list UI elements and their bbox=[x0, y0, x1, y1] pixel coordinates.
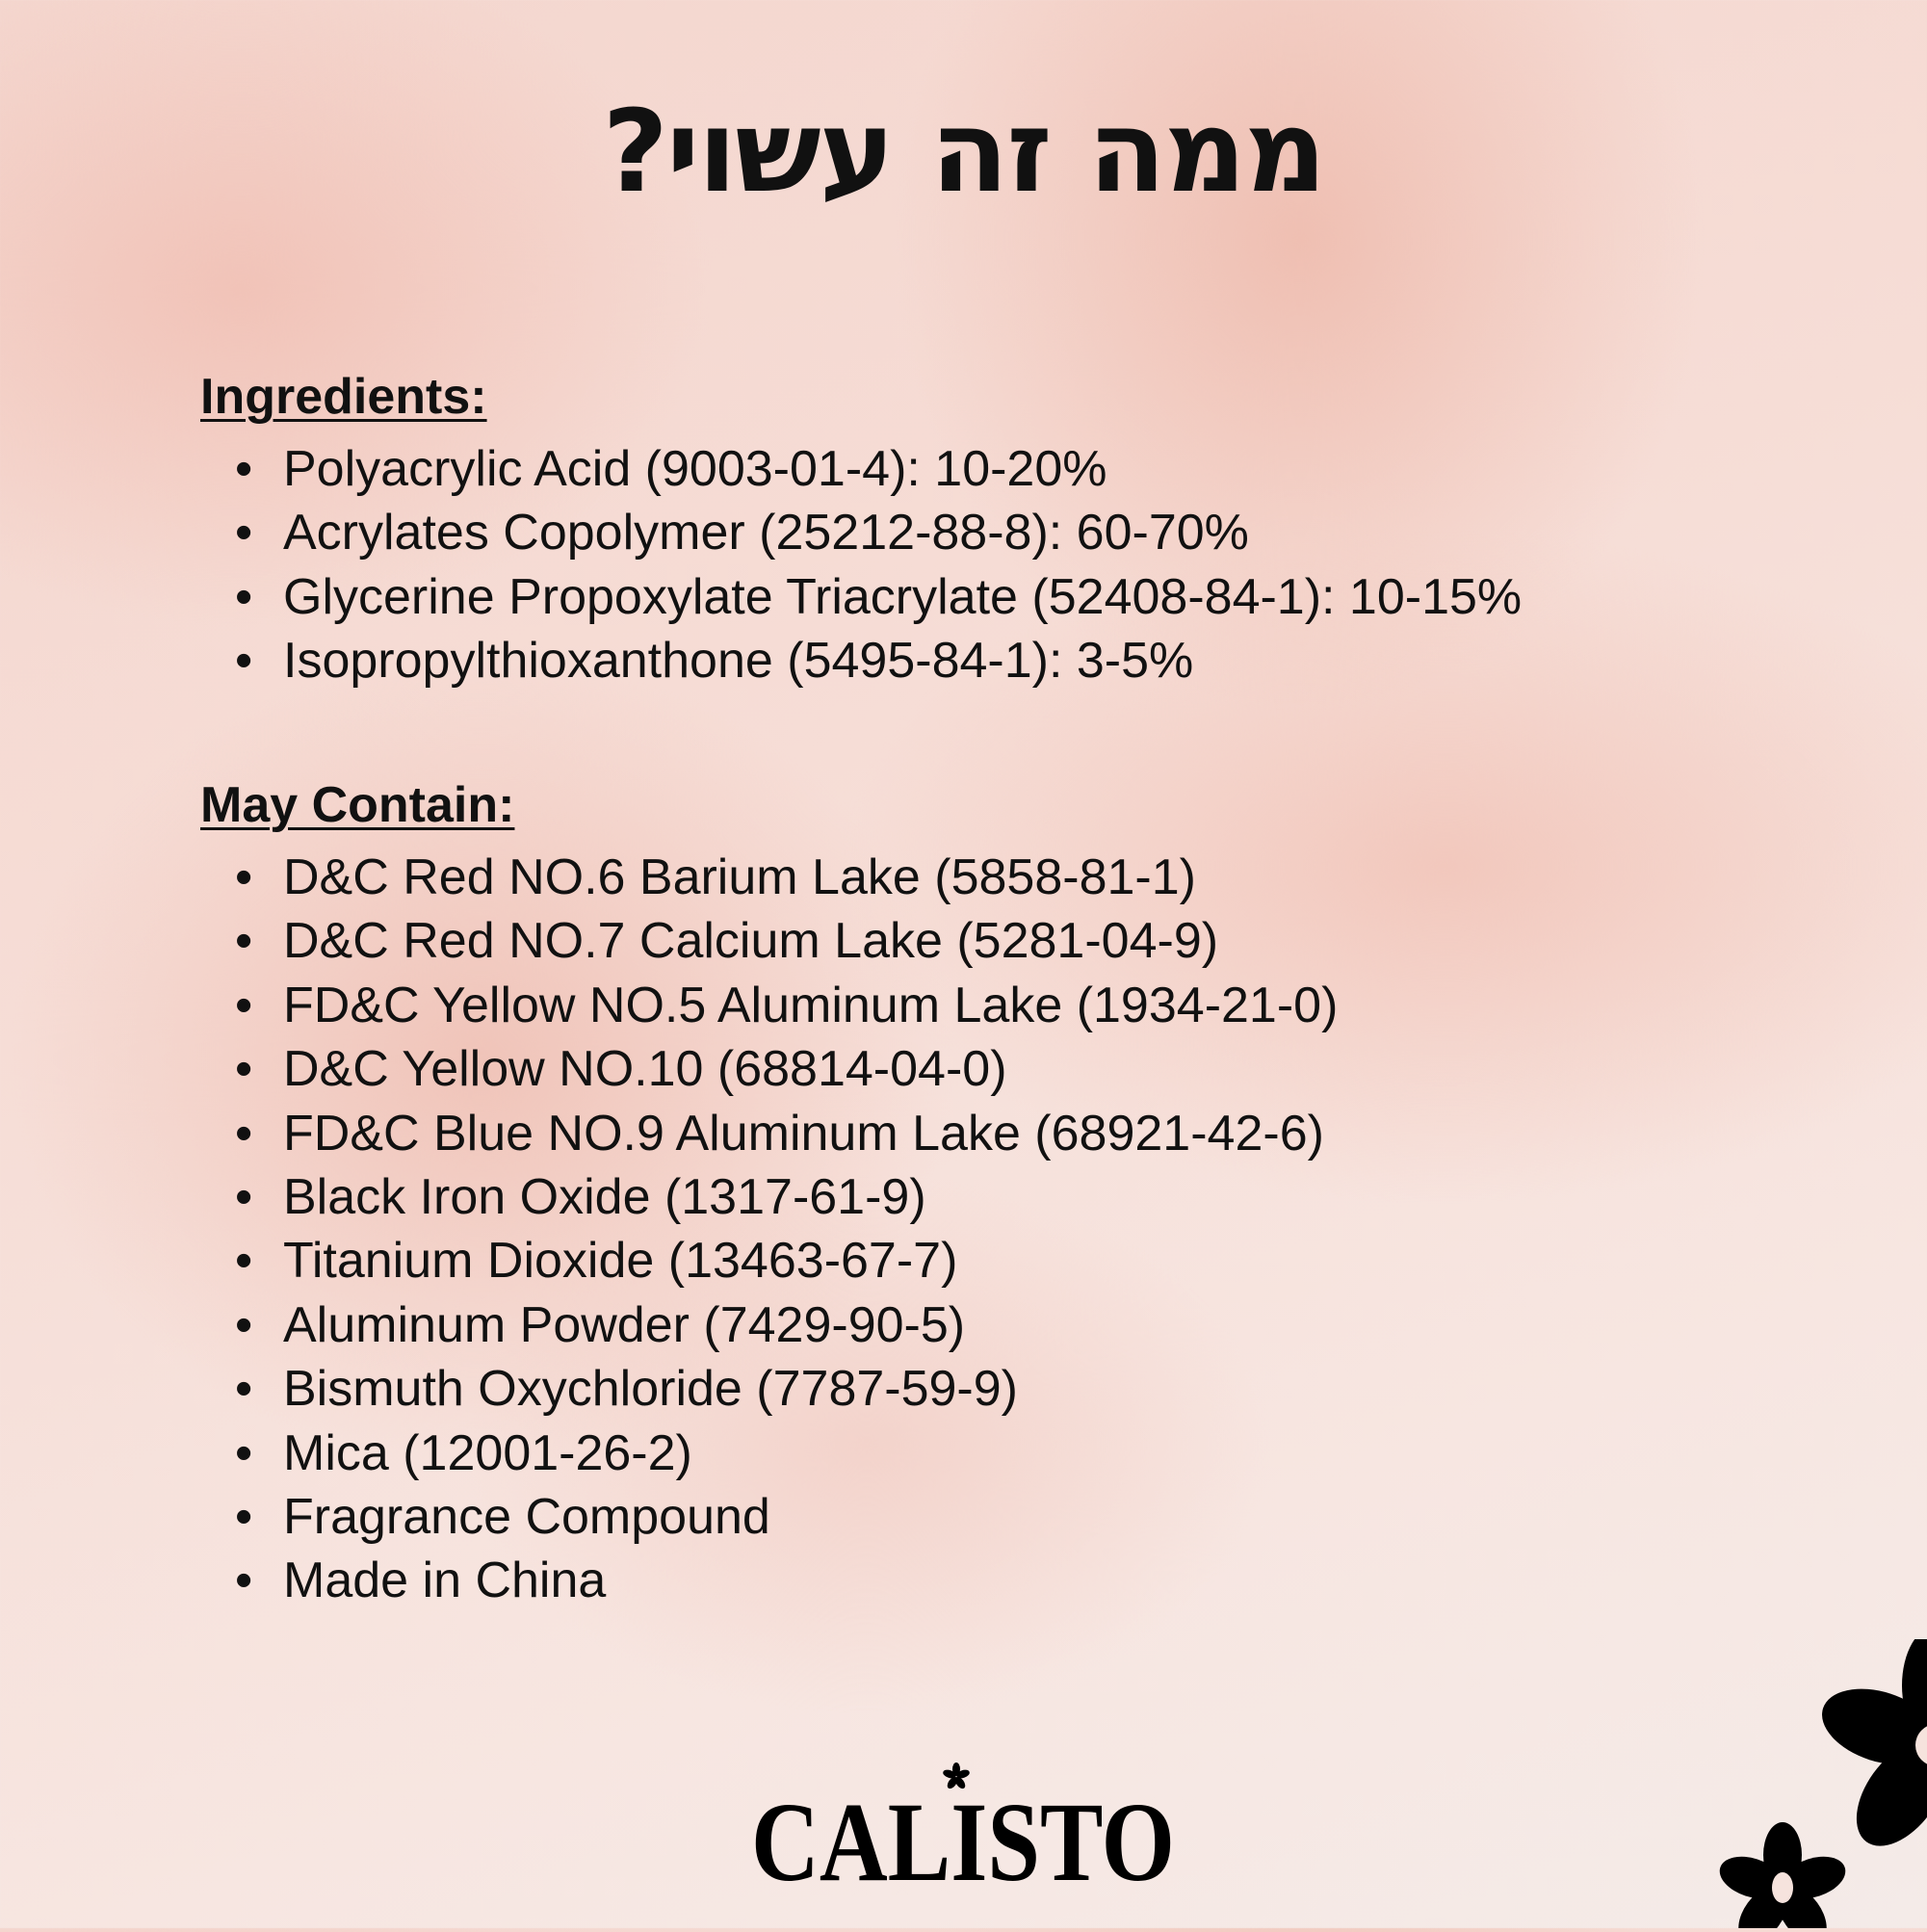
item-text: Glycerine Propoxylate Triacrylate (52408… bbox=[283, 568, 1523, 625]
list-item: • D&C Red NO.7 Calcium Lake (5281-04-9) bbox=[200, 909, 1338, 973]
item-text: FD&C Yellow NO.5 Aluminum Lake (1934-21-… bbox=[283, 977, 1339, 1033]
item-text: Made in China bbox=[283, 1553, 607, 1609]
list-item: • D&C Red NO.6 Barium Lake (5858-81-1) bbox=[200, 846, 1338, 909]
item-text: Aluminum Powder (7429-90-5) bbox=[283, 1296, 966, 1353]
list-item: • Polyacrylic Acid (9003-01-4): 10-20% bbox=[200, 437, 1522, 501]
bullet-icon: • bbox=[235, 1424, 253, 1481]
list-item: • Isopropylthioxanthone (5495-84-1): 3-5% bbox=[200, 629, 1522, 692]
list-item: • Fragrance Compound bbox=[200, 1485, 1338, 1549]
flower-icon bbox=[1822, 1628, 1927, 1846]
ingredients-heading: Ingredients: bbox=[200, 369, 487, 425]
list-item: • Aluminum Powder (7429-90-5) bbox=[200, 1293, 1338, 1357]
bullet-icon: • bbox=[235, 849, 253, 905]
list-item: • Glycerine Propoxylate Triacrylate (5240… bbox=[200, 565, 1522, 629]
calisto-logo: CALISTO bbox=[746, 1762, 1180, 1905]
list-item: • Made in China bbox=[200, 1549, 1338, 1612]
bullet-icon: • bbox=[235, 505, 253, 561]
list-item: • Titanium Dioxide (13463-67-7) bbox=[200, 1229, 1338, 1292]
item-text: Polyacrylic Acid (9003-01-4): 10-20% bbox=[283, 441, 1107, 497]
list-item: • Black Iron Oxide (1317-61-9) bbox=[200, 1165, 1338, 1229]
page-title: ממה זה עשוי? bbox=[602, 85, 1326, 218]
item-text: D&C Yellow NO.10 (68814-04-0) bbox=[283, 1041, 1007, 1098]
bullet-icon: • bbox=[235, 977, 253, 1033]
bullet-icon: • bbox=[235, 1489, 253, 1546]
list-item: • Acrylates Copolymer (25212-88-8): 60-70… bbox=[200, 501, 1522, 564]
may-contain-heading: May Contain: bbox=[200, 777, 515, 833]
item-text: Black Iron Oxide (1317-61-9) bbox=[283, 1169, 926, 1226]
bullet-icon: • bbox=[235, 1169, 253, 1226]
bullet-icon: • bbox=[235, 1296, 253, 1353]
bullet-icon: • bbox=[235, 913, 253, 970]
bullet-icon: • bbox=[235, 1553, 253, 1609]
list-item: • FD&C Blue NO.9 Aluminum Lake (68921-42-… bbox=[200, 1102, 1338, 1165]
item-text: Isopropylthioxanthone (5495-84-1): 3-5% bbox=[283, 633, 1194, 690]
bullet-icon: • bbox=[235, 1041, 253, 1098]
bullet-icon: • bbox=[235, 441, 253, 497]
bullet-icon: • bbox=[235, 568, 253, 625]
item-text: Titanium Dioxide (13463-67-7) bbox=[283, 1233, 958, 1290]
may-contain-section: May Contain: • D&C Red NO.6 Barium Lake (… bbox=[200, 776, 1338, 1613]
list-item: • D&C Yellow NO.10 (68814-04-0) bbox=[200, 1037, 1338, 1101]
decorative-flowers bbox=[1715, 1628, 1927, 1932]
may-contain-list: • D&C Red NO.6 Barium Lake (5858-81-1) • D&… bbox=[200, 846, 1338, 1613]
item-text: D&C Red NO.7 Calcium Lake (5281-04-9) bbox=[283, 913, 1219, 970]
bullet-icon: • bbox=[235, 1233, 253, 1290]
flower-icon bbox=[943, 1762, 970, 1789]
item-text: D&C Red NO.6 Barium Lake (5858-81-1) bbox=[283, 849, 1196, 905]
list-item: • FD&C Yellow NO.5 Aluminum Lake (1934-21… bbox=[200, 974, 1338, 1037]
bullet-icon: • bbox=[235, 633, 253, 690]
bullet-icon: • bbox=[235, 1361, 253, 1418]
item-text: Acrylates Copolymer (25212-88-8): 60-70% bbox=[283, 505, 1249, 561]
item-text: Fragrance Compound bbox=[283, 1489, 770, 1546]
item-text: Bismuth Oxychloride (7787-59-9) bbox=[283, 1361, 1018, 1418]
ingredients-section: Ingredients: • Polyacrylic Acid (9003-01-… bbox=[200, 368, 1522, 693]
item-text: FD&C Blue NO.9 Aluminum Lake (68921-42-6… bbox=[283, 1105, 1324, 1162]
item-text: Mica (12001-26-2) bbox=[283, 1424, 692, 1481]
bullet-icon: • bbox=[235, 1105, 253, 1162]
list-item: • Bismuth Oxychloride (7787-59-9) bbox=[200, 1357, 1338, 1421]
flower-icon bbox=[1719, 1822, 1846, 1932]
ingredients-list: • Polyacrylic Acid (9003-01-4): 10-20% • Ac… bbox=[200, 437, 1522, 693]
logo-text: CALISTO bbox=[751, 1779, 1175, 1888]
list-item: • Mica (12001-26-2) bbox=[200, 1422, 1338, 1485]
